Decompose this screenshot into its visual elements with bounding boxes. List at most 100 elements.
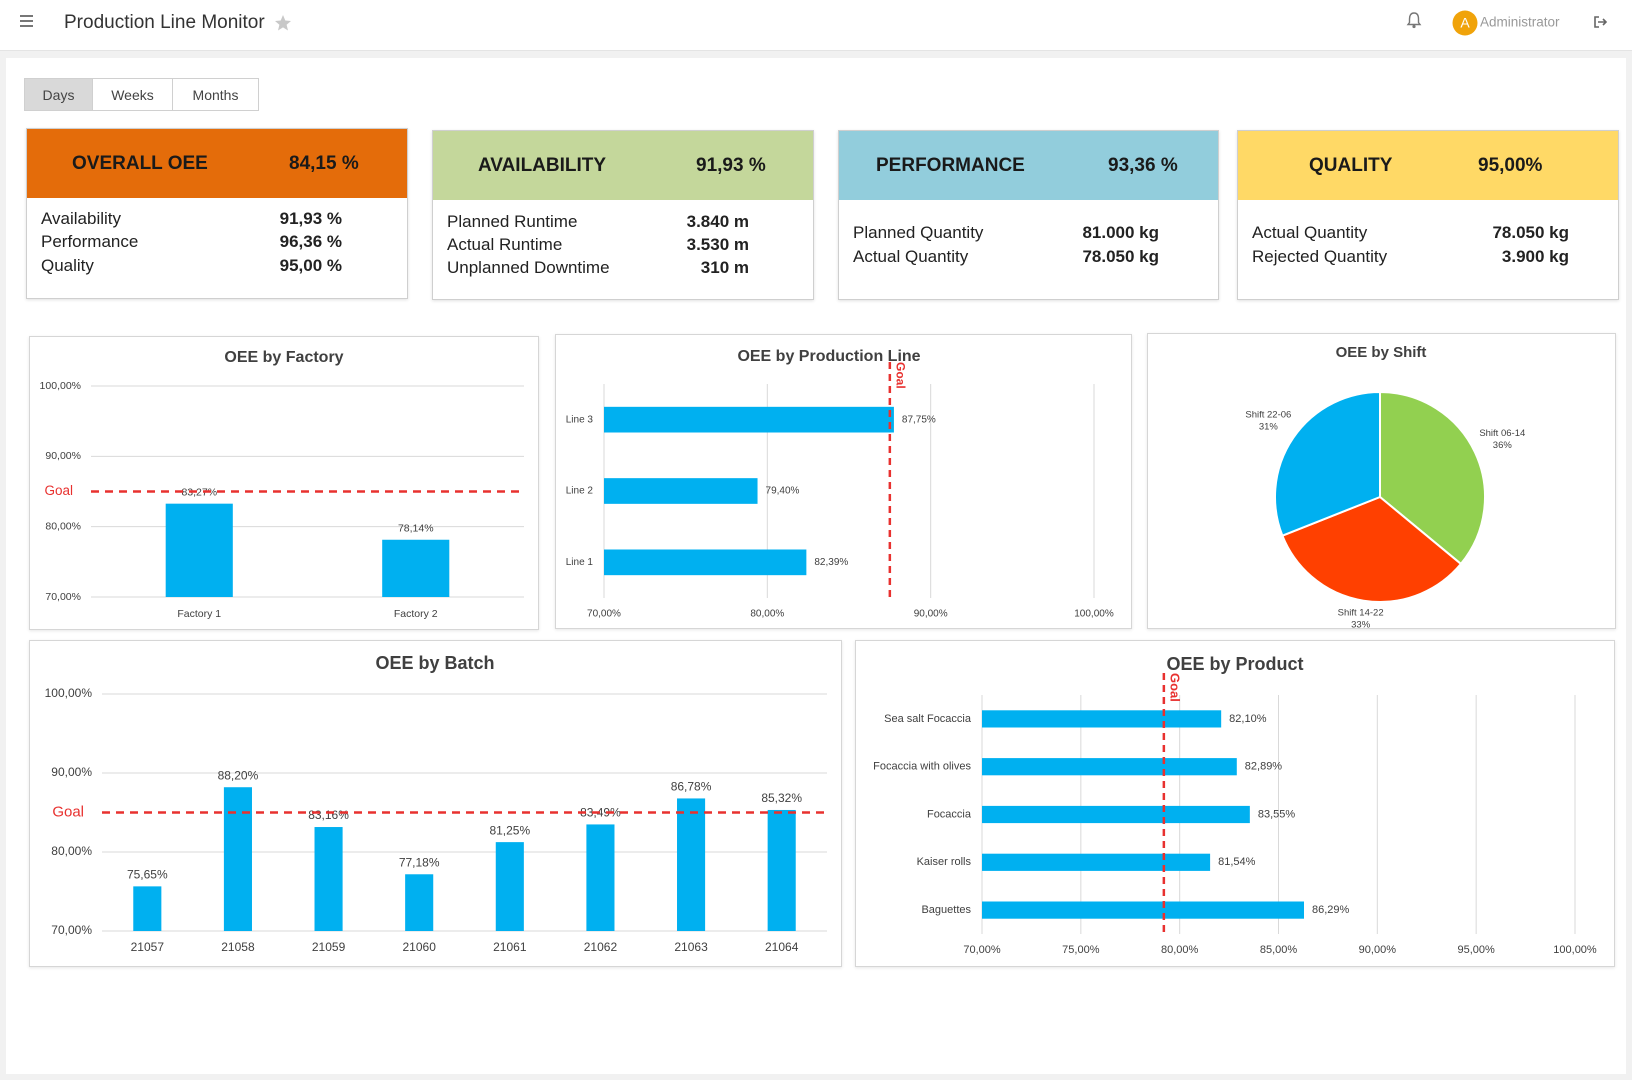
user-name[interactable]: Administrator [1480, 14, 1560, 30]
bar [982, 853, 1211, 871]
goal-label: Goal [52, 803, 84, 820]
slice-value-label: 36% [1493, 440, 1513, 451]
x-tick-label: 21064 [765, 940, 799, 954]
value-label: 82,39% [814, 557, 848, 568]
kpi-value: 91,93 % [696, 154, 766, 176]
value-label: 78,14% [398, 523, 434, 535]
chart-panel: OEE by Batch 70,00% 80,00% 90,00% 100,00% 75,… [29, 640, 842, 967]
kpi-row-label: Actual Runtime [447, 235, 563, 254]
y-tick-label: Line 3 [566, 414, 594, 425]
kpi-row-value: 78.050 kg [1492, 223, 1569, 242]
value-label: 77,18% [399, 855, 440, 869]
bar [165, 503, 233, 597]
chart: OEE by Batch 70,00% 80,00% 90,00% 100,00% 75,… [45, 653, 827, 954]
notification-icon[interactable] [1406, 11, 1422, 29]
chart-panel: OEE by Production Line 70,00% 80,00% 90,00%… [555, 334, 1132, 629]
kpi-card: AVAILABILITY 91,93 % Planned Runtime 3.840 … [432, 130, 814, 300]
slice-label: Shift 06-14 [1479, 428, 1525, 439]
x-tick-label: 100,00% [1074, 609, 1114, 620]
y-tick-label: Line 2 [566, 486, 594, 497]
x-tick-label: 70,00% [587, 609, 621, 620]
kpi-value: 93,36 % [1108, 154, 1178, 176]
tab-weeks[interactable]: Weeks [92, 78, 173, 111]
bar [767, 809, 796, 931]
kpi-row-value: 91,93 % [279, 209, 342, 228]
kpi-row-value: 3.530 m [686, 235, 749, 254]
x-tick-label: 21062 [584, 940, 618, 954]
value-label: 83,55% [1258, 808, 1296, 820]
goal-label: Goal [894, 362, 908, 389]
y-tick-label: Kaiser rolls [917, 856, 972, 868]
pie-slice [1379, 390, 1486, 566]
kpi-title: PERFORMANCE [876, 154, 1025, 176]
kpi-title: OVERALL OEE [72, 152, 208, 174]
y-tick-label: 90,00% [51, 765, 92, 779]
menu-icon[interactable] [20, 14, 36, 28]
y-tick-label: 80,00% [45, 520, 81, 532]
value-label: 81,25% [489, 823, 530, 837]
kpi-card: OVERALL OEE 84,15 % Availability 91,93 % Per… [26, 128, 408, 299]
kpi-row-value: 95,00 % [279, 256, 342, 275]
kpi-row-value: 81.000 kg [1082, 223, 1159, 242]
kpi-header [1238, 131, 1618, 200]
x-tick-label: Factory 2 [394, 608, 438, 620]
tab-days[interactable]: Days [24, 78, 93, 111]
kpi-value: 84,15 % [289, 152, 359, 174]
x-tick-label: 100,00% [1553, 944, 1597, 956]
x-tick-label: 21063 [674, 940, 708, 954]
y-tick-label: Line 1 [566, 557, 594, 568]
bar [133, 886, 162, 931]
logout-icon[interactable] [1593, 15, 1609, 29]
chart-panel: OEE by Factory 70,00% 80,00% 90,00% 100,00% 8… [29, 336, 539, 630]
kpi-row-value: 310 m [700, 258, 749, 277]
avatar-letter: A [1460, 15, 1470, 31]
y-tick-label: 90,00% [45, 450, 81, 462]
x-tick-label: 85,00% [1260, 944, 1298, 956]
value-label: 83,27% [181, 486, 217, 498]
kpi-row-value: 96,36 % [279, 232, 342, 251]
bar [604, 406, 894, 433]
kpi-header [27, 129, 407, 198]
x-tick-label: 21061 [493, 940, 527, 954]
kpi-row-label: Unplanned Downtime [447, 258, 610, 277]
pie-slice [1274, 390, 1381, 537]
value-label: 86,29% [1312, 904, 1350, 916]
chart-title: OEE by Product [1166, 654, 1303, 674]
slice-value-label: 33% [1351, 620, 1371, 631]
y-tick-label: 100,00% [45, 686, 93, 700]
chart-title: OEE by Shift [1336, 344, 1427, 361]
kpi-row-label: Rejected Quantity [1252, 247, 1388, 266]
x-tick-label: 70,00% [963, 944, 1001, 956]
pie-slice [1281, 495, 1463, 603]
value-label: 87,75% [902, 414, 936, 425]
kpi-card: QUALITY 95,00% Actual Quantity 78.050 kg Rej… [1237, 130, 1619, 300]
bar [405, 874, 434, 931]
kpi-row-value: 3.900 kg [1501, 247, 1569, 266]
bar [604, 549, 807, 576]
kpi-value: 95,00% [1478, 154, 1543, 176]
tab-months[interactable]: Months [172, 78, 259, 111]
bar [586, 824, 615, 931]
favorite-icon[interactable] [274, 14, 292, 32]
x-tick-label: 90,00% [914, 609, 948, 620]
value-label: 82,89% [1245, 761, 1283, 773]
x-tick-label: 21059 [312, 940, 346, 954]
kpi-row-value: 3.840 m [686, 212, 749, 231]
bar [495, 842, 524, 931]
avatar[interactable]: A [1452, 10, 1478, 36]
chart-panel: OEE by Product 70,00% 75,00% 80,00% 85,00% 90… [855, 640, 1615, 967]
x-tick-label: 75,00% [1062, 944, 1100, 956]
kpi-row-label: Actual Quantity [853, 247, 969, 266]
y-tick-label: Baguettes [921, 904, 971, 916]
kpi-card: PERFORMANCE 93,36 % Planned Quantity 81.000… [838, 130, 1219, 300]
value-label: 82,10% [1229, 713, 1267, 725]
chart-title: OEE by Factory [224, 349, 343, 366]
chart-panel: OEE by Shift Shift 06-14 36% Shift 14-22 33%… [1147, 333, 1616, 631]
value-label: 83,16% [308, 808, 349, 822]
value-label: 83,49% [580, 806, 621, 820]
x-tick-label: 80,00% [750, 609, 784, 620]
kpi-row-value: 78.050 kg [1082, 247, 1159, 266]
bar [982, 758, 1237, 776]
kpi-row-label: Actual Quantity [1252, 223, 1368, 242]
